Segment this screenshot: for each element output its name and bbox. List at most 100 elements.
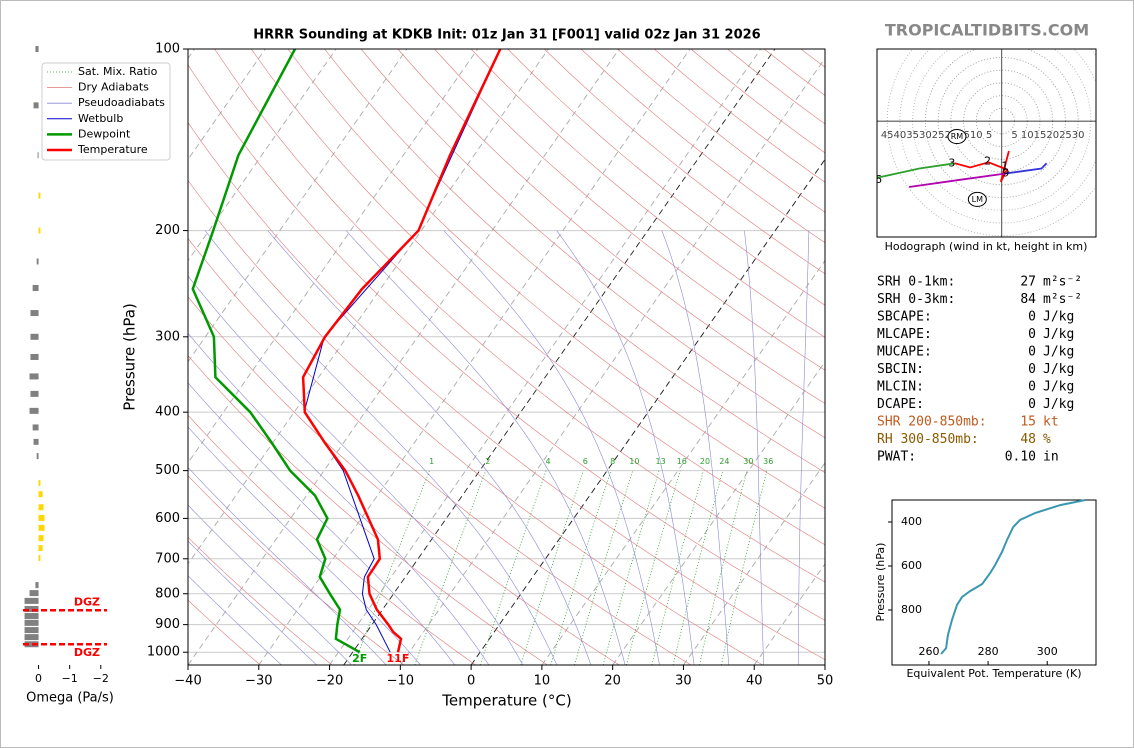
pseudoadiabat <box>204 230 558 665</box>
omega-bar <box>38 535 44 542</box>
hodograph: 4540353025201510551015202530RMLM12369 <box>875 49 1096 237</box>
ring-label: 30 <box>919 130 932 141</box>
mixing-ratio-line <box>550 470 612 665</box>
x-tick-label: −2 <box>93 672 109 685</box>
mixing-ratio-line <box>721 470 768 665</box>
pseudoadiabat <box>556 230 695 665</box>
omega-bar <box>24 613 39 620</box>
thetae-line <box>940 499 1086 655</box>
ring-label: 10 <box>970 130 983 141</box>
dry-adiabat <box>434 49 825 371</box>
x-axis-label: Temperature (°C) <box>441 692 571 710</box>
dry-adiabat <box>188 296 620 665</box>
index-label: PWAT: <box>877 450 916 465</box>
index-label: SRH 0-1km: <box>877 275 955 290</box>
dry-adiabat <box>188 475 405 665</box>
omega-bar <box>32 284 39 291</box>
omega-bar <box>24 634 39 641</box>
legend-label: Dewpoint <box>78 127 131 140</box>
pseudoadiabat <box>188 575 282 665</box>
index-label: SHR 200-850mb: <box>877 415 987 430</box>
pseudoadiabat <box>188 332 490 665</box>
thetae-y-label: Pressure (hPa) <box>874 543 887 622</box>
index-label: RH 300-850mb: <box>877 432 979 447</box>
legend-box <box>41 62 171 161</box>
x-tick-label: −10 <box>387 674 414 689</box>
omega-bar <box>24 619 39 626</box>
mixing-ratio-line <box>651 470 704 665</box>
x-tick-label: −30 <box>245 674 272 689</box>
dry-adiabat <box>287 49 825 509</box>
pseudoadiabat <box>188 540 317 665</box>
mixing-ratio-label: 1 <box>429 457 434 466</box>
ring-label: 25 <box>932 130 945 141</box>
index-label: SBCAPE: <box>877 310 932 325</box>
x-tick-label: 10 <box>534 674 551 689</box>
plot-area <box>188 49 825 665</box>
pseudoadiabat <box>267 230 592 665</box>
mixing-ratio-label: 2 <box>485 457 490 466</box>
mixing-ratio-line <box>414 470 487 665</box>
index-label: MUCAPE: <box>877 345 932 360</box>
dry-adiabat <box>188 355 548 665</box>
omega-bar <box>33 102 39 109</box>
legend-label: Temperature <box>77 143 148 156</box>
y-tick-label: 400 <box>155 405 180 420</box>
hodo-point-label: 9 <box>1002 167 1009 180</box>
pseudoadiabat <box>443 230 660 665</box>
legend: Sat. Mix. Ratio Dry Adiabats Pseudoadiabat… <box>41 62 171 161</box>
x-tick-label: 300 <box>1037 645 1058 658</box>
omega-bar <box>38 504 44 511</box>
dry-adiabat <box>507 49 825 306</box>
pseudoadiabat <box>188 426 421 665</box>
isotherm <box>188 49 408 363</box>
mixing-ratio-line <box>699 470 748 665</box>
isotherm <box>541 259 825 665</box>
x-tick-label: −1 <box>62 672 78 685</box>
mixing-ratio-line <box>574 470 634 665</box>
index-unit: in <box>1043 450 1059 465</box>
surface-label: 11F <box>387 652 410 665</box>
pseudoadiabat <box>188 275 524 665</box>
dry-adiabat <box>188 414 476 665</box>
index-value: 15 <box>1020 415 1036 430</box>
dry-adiabat <box>360 49 825 439</box>
y-tick-label: 200 <box>155 223 180 238</box>
ring-label: 5 <box>1011 130 1017 141</box>
index-unit: m²s⁻² <box>1043 292 1082 307</box>
dry-adiabat <box>397 49 825 404</box>
omega-bar <box>36 258 39 265</box>
x-tick-label: 50 <box>817 674 834 689</box>
omega-bar <box>38 227 41 234</box>
mixing-ratio-label: 24 <box>719 457 729 466</box>
ring-label: 45 <box>881 130 894 141</box>
isotherm <box>188 49 479 464</box>
y-tick-label: 400 <box>901 515 922 528</box>
omega-bar <box>38 545 43 552</box>
hodo-frame <box>876 48 1097 238</box>
index-value: 0 <box>1028 345 1036 360</box>
highlight-isotherm <box>470 158 825 665</box>
ring-label: 20 <box>1046 130 1059 141</box>
omega-bar <box>24 627 39 634</box>
y-axis-label: Pressure (hPa) <box>121 303 139 411</box>
index-label: SBCIN: <box>877 362 924 377</box>
hodo-point-label: 2 <box>984 154 991 167</box>
index-unit: J/kg <box>1043 345 1074 360</box>
profile-line <box>301 49 502 653</box>
y-tick-label: 800 <box>901 603 922 616</box>
hodo-trace <box>1004 162 1048 175</box>
hodo-trace <box>908 172 1005 188</box>
index-unit: m²s⁻² <box>1043 275 1082 290</box>
omega-bar <box>30 390 39 397</box>
dgz-label: DGZ <box>74 595 100 608</box>
ring-label: 35 <box>906 130 919 141</box>
index-label: DCAPE: <box>877 397 924 412</box>
hodo-point-label: 6 <box>875 173 882 186</box>
x-tick-label: 0 <box>35 672 42 685</box>
y-tick-label: 100 <box>155 42 180 57</box>
y-tick-label: 300 <box>155 329 180 344</box>
index-value: 27 <box>1020 275 1036 290</box>
omega-bar <box>38 514 45 521</box>
isotherm <box>188 49 549 565</box>
